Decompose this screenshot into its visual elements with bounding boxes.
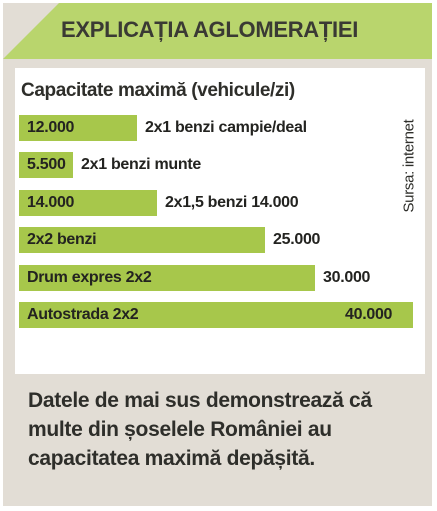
bar-outside-label: 2x1,5 benzi 14.000	[165, 194, 299, 211]
bar-inside-label: 5.500	[27, 156, 66, 173]
header-band	[3, 3, 432, 59]
bar-outside-label: 30.000	[323, 269, 371, 286]
chart-title: Capacitate maximă (vehicule/zi)	[21, 80, 295, 101]
bar-inside-label: 2x2 benzi	[27, 231, 97, 248]
bar-outside-label: 25.000	[273, 231, 321, 248]
chart-area	[15, 68, 425, 374]
bar-inside-label: Drum expres 2x2	[27, 269, 152, 286]
bar	[19, 302, 413, 328]
bar-outside-label: 2x1 benzi munte	[81, 156, 201, 173]
footer-text: Datele de mai sus demonstrează că multe …	[28, 389, 372, 470]
bar	[19, 152, 73, 178]
bar	[19, 190, 157, 216]
header-corner-notch	[3, 3, 59, 59]
bar-outside-label: 2x1 benzi campie/deal	[145, 119, 307, 136]
bar-inside-label: Autostrada 2x2	[27, 306, 139, 323]
bar	[19, 265, 315, 291]
bar-outside-label: 40.000	[345, 306, 393, 323]
infographic-title: EXPLICAȚIA AGLOMERAȚIEI	[61, 17, 359, 42]
bar	[19, 115, 137, 141]
bar-inside-label: 12.000	[27, 119, 75, 136]
bar	[19, 227, 265, 253]
source-note: Sursa: internet	[400, 119, 418, 213]
bar-inside-label: 14.000	[27, 194, 75, 211]
